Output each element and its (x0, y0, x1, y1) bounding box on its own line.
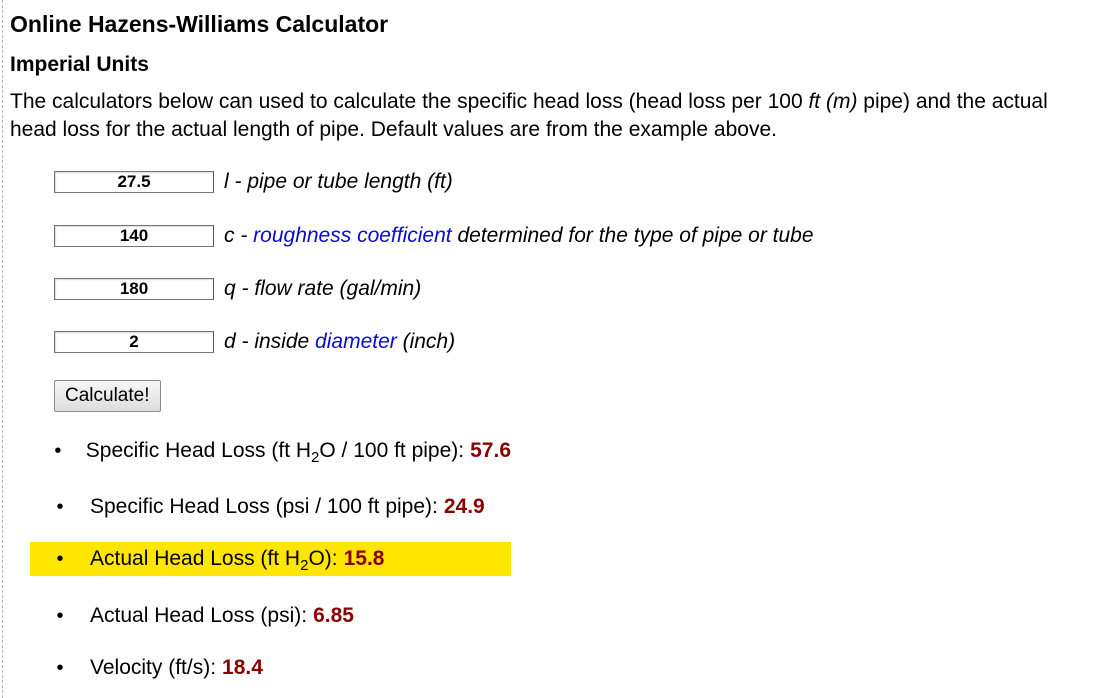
page-title: Online Hazens-Williams Calculator (10, 11, 389, 37)
flow-rate-input[interactable] (54, 278, 214, 300)
length-label: l - pipe or tube length (ft) (224, 170, 453, 194)
intro-text-before: The calculators below can used to calcul… (10, 90, 809, 113)
result-value: 24.9 (443, 495, 485, 518)
diameter-label-prefix: d - inside (224, 330, 316, 353)
result-label: Actual Head Loss (ft H2O): (90, 547, 338, 574)
result-value: 15.8 (343, 547, 385, 570)
roughness-label-suffix: determined for the type of pipe or tube (451, 224, 814, 247)
result-label: Specific Head Loss (ft H2O / 100 ft pipe… (85, 439, 465, 466)
result-actual-head-loss-ft: • Actual Head Loss (ft H2O): 15.8 (30, 542, 511, 576)
flow-rate-label: q - flow rate (gal/min) (224, 277, 421, 301)
page-left-border (2, 0, 3, 698)
result-label: Specific Head Loss (psi / 100 ft pipe): (90, 495, 438, 518)
result-velocity: • Velocity (ft/s): 18.4 (30, 651, 511, 685)
diameter-label-suffix: (inch) (396, 330, 456, 353)
roughness-label: c - roughness coefficient determined for… (224, 224, 814, 248)
flow-rate-row: q - flow rate (gal/min) (54, 276, 421, 302)
roughness-input[interactable] (54, 225, 214, 247)
result-label: Velocity (ft/s): (90, 656, 217, 679)
result-value: 18.4 (222, 656, 263, 679)
diameter-link[interactable]: diameter (315, 330, 397, 353)
section-subtitle: Imperial Units (10, 53, 149, 76)
intro-paragraph: The calculators below can used to calcul… (10, 88, 1090, 144)
intro-units: ft (m) (808, 90, 858, 113)
length-input[interactable] (54, 171, 214, 193)
result-specific-head-loss-ft: • Specific Head Loss (ft H2O / 100 ft pi… (30, 434, 511, 468)
intro-text-after: pipe) and the actual head loss for the a… (10, 90, 1048, 141)
flow-rate-label-text: q - flow rate (gal/min) (224, 277, 422, 300)
result-actual-head-loss-psi: • Actual Head Loss (psi): 6.85 (30, 599, 511, 633)
roughness-row: c - roughness coefficient determined for… (54, 223, 814, 249)
calculate-button[interactable]: Calculate! (54, 380, 161, 412)
bullet-icon: • (54, 439, 62, 462)
roughness-label-prefix: c - (224, 224, 254, 247)
length-label-text: l - pipe or tube length (ft) (224, 170, 453, 193)
bullet-icon: • (56, 604, 64, 627)
result-value: 57.6 (470, 439, 511, 462)
diameter-input[interactable] (54, 331, 214, 353)
bullet-icon: • (56, 547, 64, 570)
result-specific-head-loss-psi: • Specific Head Loss (psi / 100 ft pipe)… (30, 490, 511, 524)
bullet-icon: • (56, 656, 64, 679)
result-value: 6.85 (313, 604, 354, 627)
diameter-label: d - inside diameter (inch) (224, 330, 455, 354)
length-row: l - pipe or tube length (ft) (54, 169, 453, 195)
diameter-row: d - inside diameter (inch) (54, 329, 455, 355)
result-label: Actual Head Loss (psi): (90, 604, 308, 627)
bullet-icon: • (56, 495, 64, 518)
roughness-coefficient-link[interactable]: roughness coefficient (253, 224, 452, 247)
